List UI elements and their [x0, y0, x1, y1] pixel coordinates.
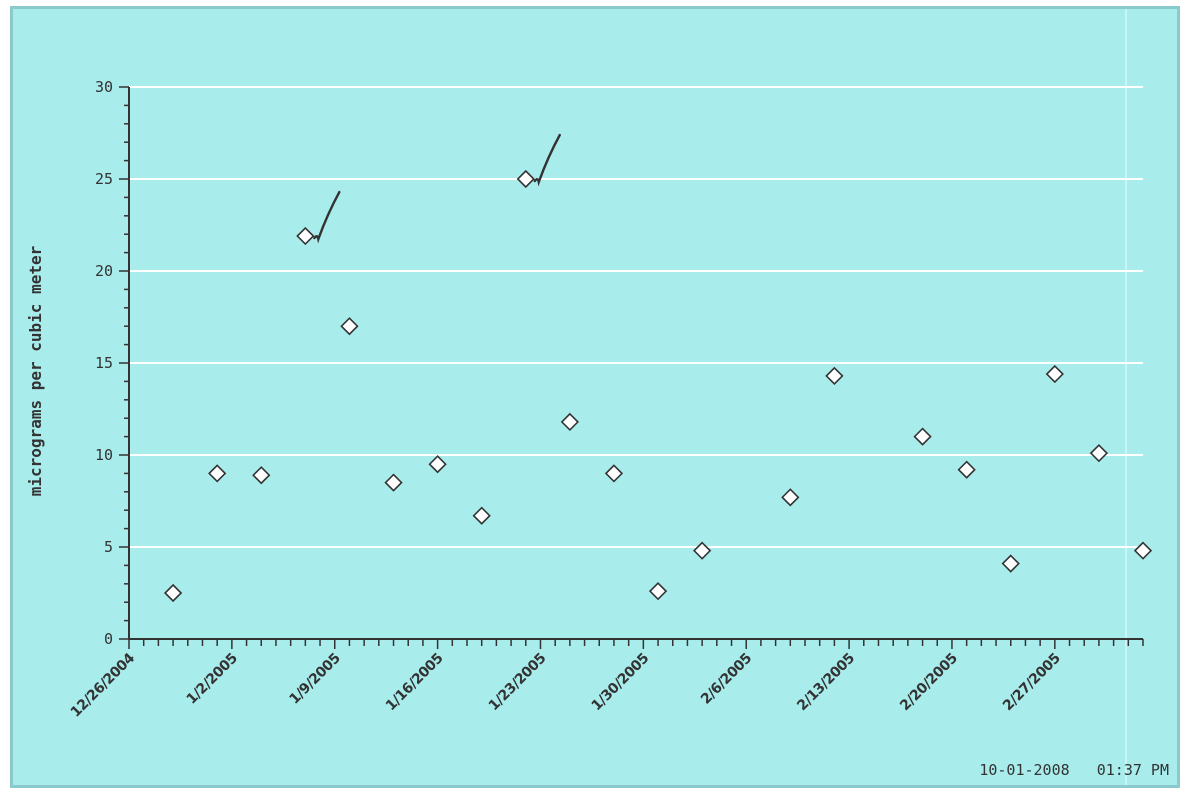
- data-point: [692, 541, 712, 560]
- print-timestamp: 10-01-2008 01:37 PM: [979, 761, 1169, 779]
- data-point: [208, 464, 227, 483]
- data-point: [472, 506, 491, 525]
- y-tick-label: 20: [95, 262, 113, 280]
- data-point: [384, 473, 403, 492]
- data-point: [252, 466, 271, 485]
- handwritten-check-mark: [533, 133, 561, 187]
- y-tick-label: 30: [95, 78, 113, 96]
- chart-page: 0 5 10 15 20 25 30 12/26/2004 1/2/2005 1/9/2005 1…: [10, 6, 1180, 788]
- grid-lines: [129, 86, 1143, 548]
- x-tick-label: 1/2/2005: [184, 651, 241, 708]
- data-point: [648, 582, 668, 601]
- y-tick-label: 15: [95, 354, 113, 372]
- x-axis-ticks: 12/26/2004 1/2/2005 1/9/2005 1/16/2005 1/23/…: [68, 639, 1144, 721]
- y-tick-label: 25: [95, 170, 113, 188]
- x-tick-label: 2/6/2005: [698, 651, 755, 708]
- data-points: [163, 133, 1153, 603]
- data-point: [1089, 444, 1109, 463]
- x-tick-label: 2/20/2005: [897, 651, 961, 715]
- x-tick-label: 1/16/2005: [383, 651, 447, 715]
- data-point: [604, 464, 624, 483]
- data-point: [516, 169, 535, 189]
- data-point: [1045, 364, 1064, 384]
- y-tick-label: 10: [95, 446, 113, 464]
- data-point: [560, 412, 580, 432]
- y-axis-ticks: 0 5 10 15 20 25 30: [95, 78, 129, 648]
- y-tick-label: 5: [104, 538, 113, 556]
- data-point: [957, 460, 976, 479]
- data-point: [428, 455, 447, 474]
- data-point: [296, 226, 315, 246]
- data-point: [340, 317, 359, 336]
- data-point: [1133, 541, 1153, 560]
- data-point: [781, 488, 800, 507]
- x-tick-label: 12/26/2004: [68, 650, 139, 721]
- x-tick-label: 2/13/2005: [794, 651, 858, 715]
- y-axis-title: micrograms per cubic meter: [26, 246, 45, 496]
- x-tick-label: 1/9/2005: [287, 651, 344, 708]
- data-point: [913, 427, 932, 446]
- page-edge-line: [1125, 9, 1127, 785]
- data-point: [1001, 554, 1020, 573]
- data-point: [825, 366, 844, 386]
- x-tick-label: 2/27/2005: [1000, 651, 1064, 715]
- x-tick-label: 1/23/2005: [486, 651, 550, 715]
- handwritten-check-mark: [313, 190, 341, 244]
- y-tick-label: 0: [104, 630, 113, 648]
- data-point: [163, 583, 183, 603]
- x-tick-label: 1/30/2005: [589, 651, 653, 715]
